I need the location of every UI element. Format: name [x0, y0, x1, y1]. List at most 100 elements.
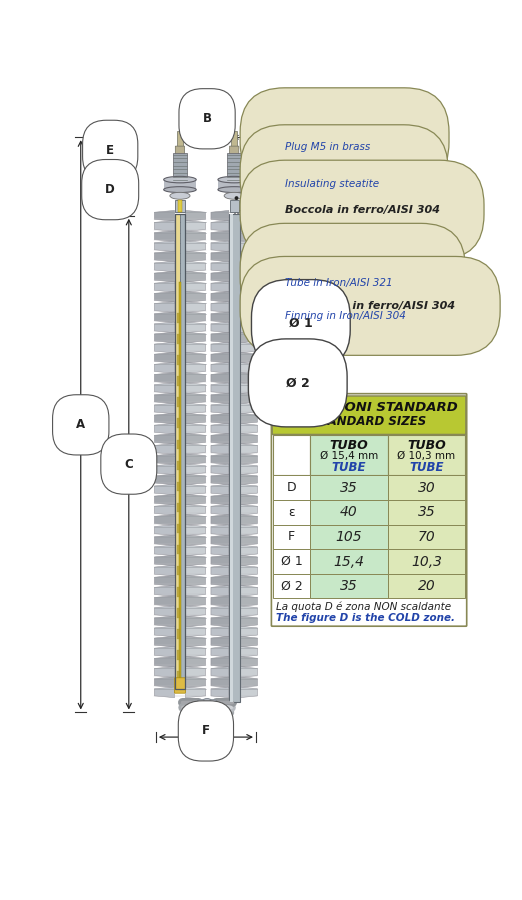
Text: Finning in Iron/AISI 304: Finning in Iron/AISI 304 — [284, 310, 406, 321]
Polygon shape — [185, 332, 206, 343]
Polygon shape — [211, 596, 229, 607]
Text: Tubo in ferro/AISI 321: Tubo in ferro/AISI 321 — [284, 268, 421, 278]
Bar — [310, 574, 388, 599]
Text: Ø 15,4 mm: Ø 15,4 mm — [320, 451, 378, 461]
Bar — [180, 214, 185, 688]
Polygon shape — [211, 403, 229, 414]
Text: 105: 105 — [336, 530, 362, 544]
Text: La quota D é zona NON scaldante: La quota D é zona NON scaldante — [276, 602, 451, 612]
Polygon shape — [211, 413, 229, 424]
Polygon shape — [211, 555, 229, 566]
Text: 35: 35 — [418, 505, 435, 519]
Polygon shape — [185, 403, 206, 414]
Polygon shape — [211, 353, 229, 363]
Polygon shape — [185, 363, 206, 374]
Text: C: C — [124, 457, 133, 471]
Polygon shape — [155, 575, 174, 586]
Polygon shape — [185, 251, 206, 262]
Polygon shape — [240, 393, 257, 403]
Polygon shape — [211, 474, 229, 485]
Polygon shape — [155, 403, 174, 414]
Text: TUBO: TUBO — [407, 439, 446, 452]
Polygon shape — [185, 322, 206, 333]
Polygon shape — [185, 423, 206, 434]
Polygon shape — [155, 413, 174, 424]
Polygon shape — [240, 656, 257, 667]
Polygon shape — [155, 586, 174, 597]
Polygon shape — [240, 626, 257, 637]
FancyBboxPatch shape — [230, 146, 239, 155]
Text: The figure D is the COLD zone.: The figure D is the COLD zone. — [276, 613, 455, 623]
Polygon shape — [240, 292, 257, 302]
Polygon shape — [155, 311, 174, 322]
Polygon shape — [240, 515, 257, 526]
Polygon shape — [155, 373, 174, 383]
Text: Boccola in ferro/AISI 304: Boccola in ferro/AISI 304 — [284, 204, 440, 214]
Polygon shape — [185, 342, 206, 353]
Polygon shape — [185, 494, 206, 505]
Polygon shape — [240, 505, 257, 515]
Bar — [229, 214, 240, 702]
Polygon shape — [240, 586, 257, 597]
Polygon shape — [155, 454, 174, 464]
Bar — [310, 475, 388, 500]
Bar — [388, 574, 465, 599]
Ellipse shape — [224, 193, 244, 199]
FancyBboxPatch shape — [174, 678, 185, 693]
Bar — [273, 574, 310, 599]
Polygon shape — [240, 535, 257, 545]
Polygon shape — [240, 271, 257, 282]
Polygon shape — [211, 292, 229, 302]
Bar — [273, 500, 310, 525]
Bar — [177, 651, 180, 660]
Bar — [177, 439, 180, 449]
Bar — [177, 356, 180, 364]
Text: STANDARD SIZES: STANDARD SIZES — [312, 415, 426, 428]
Polygon shape — [240, 230, 257, 241]
Polygon shape — [240, 575, 257, 586]
Bar — [177, 461, 180, 470]
Polygon shape — [211, 535, 229, 545]
Polygon shape — [240, 241, 257, 252]
Polygon shape — [155, 302, 174, 312]
Text: 35: 35 — [340, 481, 358, 495]
Text: 20: 20 — [418, 580, 435, 593]
Polygon shape — [211, 302, 229, 312]
Polygon shape — [240, 302, 257, 312]
Polygon shape — [185, 413, 206, 424]
Polygon shape — [211, 515, 229, 526]
Polygon shape — [211, 342, 229, 353]
Polygon shape — [155, 687, 174, 698]
Bar — [273, 549, 310, 574]
Polygon shape — [155, 423, 174, 434]
Polygon shape — [240, 596, 257, 607]
Circle shape — [209, 699, 218, 708]
Polygon shape — [240, 606, 257, 616]
Bar — [273, 525, 310, 549]
Polygon shape — [240, 494, 257, 505]
Bar — [177, 671, 180, 681]
Polygon shape — [240, 322, 257, 333]
Polygon shape — [211, 393, 229, 403]
Text: Ø 2: Ø 2 — [281, 580, 302, 593]
Polygon shape — [155, 464, 174, 474]
Bar — [177, 544, 180, 554]
Polygon shape — [240, 484, 257, 495]
Bar — [177, 629, 180, 639]
Text: TUBO: TUBO — [329, 439, 369, 452]
Polygon shape — [240, 687, 257, 698]
Polygon shape — [185, 606, 206, 616]
Polygon shape — [185, 211, 206, 221]
Polygon shape — [185, 393, 206, 403]
Polygon shape — [240, 373, 257, 383]
Polygon shape — [155, 363, 174, 374]
Polygon shape — [185, 353, 206, 363]
Polygon shape — [155, 646, 174, 657]
Bar — [173, 153, 187, 182]
Bar — [273, 475, 310, 500]
Polygon shape — [211, 311, 229, 322]
Ellipse shape — [170, 193, 190, 199]
Polygon shape — [155, 494, 174, 505]
Polygon shape — [240, 525, 257, 535]
Polygon shape — [185, 545, 206, 555]
